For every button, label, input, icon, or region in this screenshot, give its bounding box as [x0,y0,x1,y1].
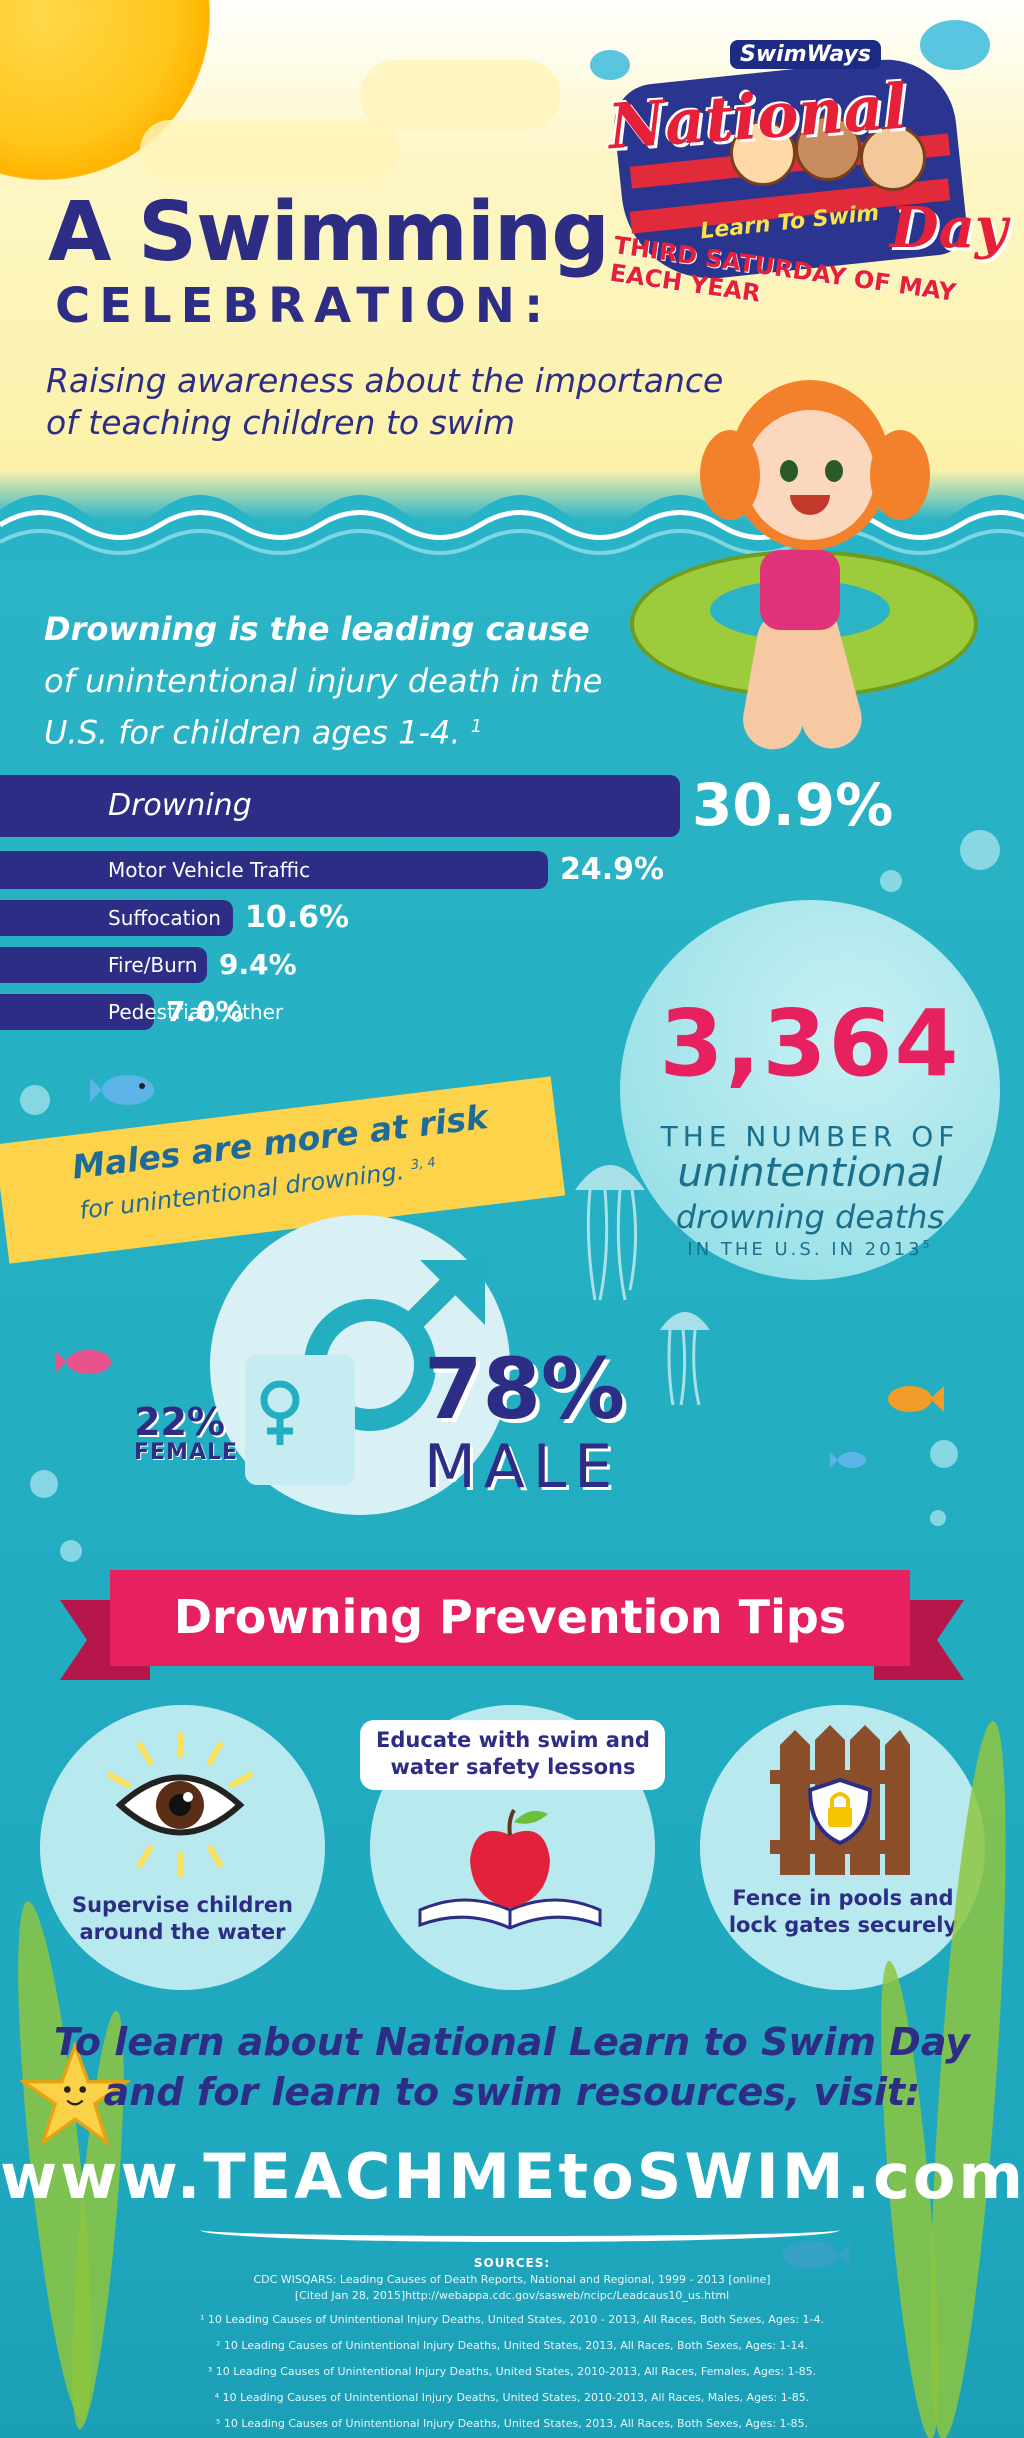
stat-bubble [620,900,1000,1280]
bar [0,994,154,1030]
bubble [30,1470,58,1498]
bubble [930,1510,946,1526]
bar [0,851,548,889]
starfish-icon [20,2040,130,2147]
tip-text: Fence in pools and lock gates securely [728,1886,958,1937]
eye-icon [107,1732,253,1878]
jellyfish-icon [660,1312,710,1406]
footnote-marker: 5 [922,1238,933,1251]
bar [0,947,207,983]
wave-icon [0,495,1024,560]
source-line: ⁴ 10 Leading Causes of Unintentional Inj… [214,2391,810,2404]
bar-value-label: 9.4% [219,948,297,982]
bar [0,775,680,837]
bar-value-label: 24.9% [560,852,665,887]
source-line: ¹ 10 Leading Causes of Unintentional Inj… [200,2313,824,2326]
stat-label-line3: drowning deaths [675,1198,945,1236]
cloud [140,120,400,180]
bubble [960,830,1000,870]
brand-logo: SwimWays [730,40,882,69]
stat-label-line2: unintentional [677,1150,943,1196]
fish-icon [90,1075,154,1105]
fish-icon [782,2241,850,2269]
bubble [60,1540,82,1562]
source-line: CDC WISQARS: Leading Causes of Death Rep… [253,2273,771,2286]
fish-icon [888,1386,944,1412]
child-face-icon [730,120,796,186]
bubble [880,870,902,892]
source-line: ² 10 Leading Causes of Unintentional Inj… [215,2339,808,2352]
female-label: FEMALE [134,1440,239,1465]
lead-headline: Drowning is the leading cause [44,610,590,648]
fish-icon [830,1452,866,1468]
water-surface [0,470,1024,560]
female-symbol-icon [245,1355,355,1485]
source-line: ³ 10 Leading Causes of Unintentional Inj… [207,2365,817,2378]
tip-text: Supervise children around the water [71,1893,294,1944]
cta-line-2: and for learn to swim resources, visit: [103,2070,921,2114]
lead-text: of unintentional injury death in the U.S… [44,662,603,752]
footnote-marker: 1 [470,716,483,737]
apple-book-icon [418,1808,602,1930]
cta-line-1: To learn about National Learn to Swim Da… [53,2020,971,2064]
stat-label-line1: THE NUMBER OF [660,1120,960,1153]
jellyfish-icon [575,1165,645,1301]
female-percentage: 22% [134,1400,225,1444]
bar-label: Pedestrian, Other [108,1000,284,1024]
causes-bar-chart: Drowning 30.9% Motor Vehicle Traffic 24.9% S… [0,771,1024,1045]
bubble [20,1085,50,1115]
bar-label: Drowning [108,788,252,823]
fish-icon [55,1350,111,1374]
bar-label: Motor Vehicle Traffic [108,858,311,882]
bar-value-label: 7.0% [166,995,244,1029]
bubble [930,1440,958,1468]
tips-title: Drowning Prevention Tips [173,1590,847,1644]
fence-lock-icon [770,1725,910,1875]
bar [0,900,233,936]
stat-label-line4: IN THE U.S. IN 20135 [687,1238,933,1260]
page-title-sub: CELEBRATION: [55,278,553,334]
cloud [360,60,560,130]
male-percentage: 78% [424,1340,626,1438]
bar-label: Fire/Burn [108,953,198,977]
url-underline-swoosh [200,2218,840,2242]
sources-heading: SOURCES: [473,2256,551,2270]
bar-label: Suffocation [108,906,221,930]
logo-day: Day [890,195,1008,261]
website-link[interactable]: www.TEACHMEtoSWIM.com [0,2140,1024,2213]
child-face-icon [795,115,861,181]
tips-banner [110,1570,910,1666]
source-line: [Cited Jan 28, 2015]http://webappa.cdc.g… [294,2289,730,2302]
speech-bubble [360,1720,665,1790]
footnote-marker: 3, 4 [410,1155,437,1174]
subtitle: Raising awareness about the importance o… [46,361,724,442]
bar-value-label: 10.6% [245,900,350,935]
male-label: MALE [424,1432,621,1502]
deaths-number: 3,364 [659,990,961,1097]
source-line: ⁵ 10 Leading Causes of Unintentional Inj… [215,2417,808,2430]
bar-value-label: 30.9% [692,771,894,840]
tip-text: Educate with swim and water safety lesso… [376,1728,650,1779]
page-title: A Swimming [48,185,610,280]
national-learn-to-swim-day-logo: SwimWays National Learn To Swim Day THIR… [590,20,1010,340]
child-face-icon [860,125,926,191]
girl-swimming-illustration [620,370,1000,770]
